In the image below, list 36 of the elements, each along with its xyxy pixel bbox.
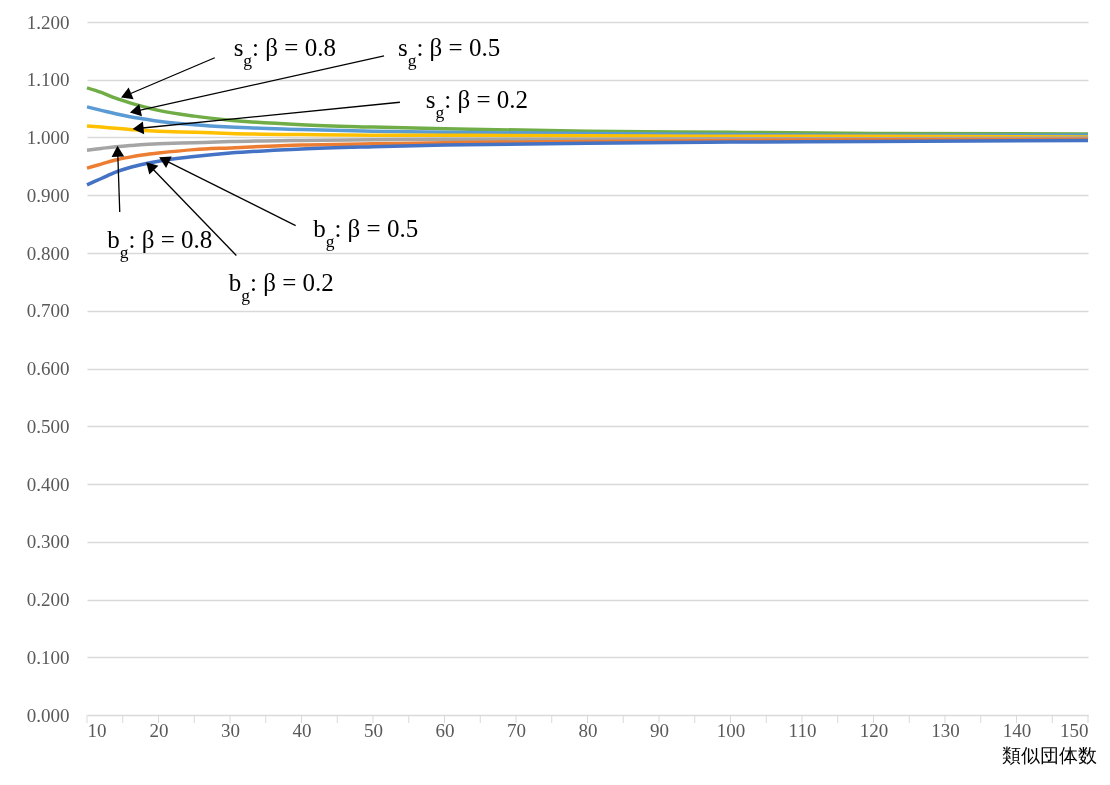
- x-tick-label: 10: [87, 719, 107, 741]
- x-tick-label: 90: [650, 719, 669, 741]
- x-tick-label: 140: [1002, 719, 1032, 741]
- x-tick-label: 60: [435, 719, 455, 741]
- x-tick-label: 150: [1060, 719, 1089, 741]
- annotation: b$_{g}$: β = 0.2: [228, 268, 334, 305]
- x-tick-label: 30: [221, 719, 240, 741]
- x-tick-label: 20: [149, 719, 169, 741]
- x-tick-label: 110: [788, 719, 817, 741]
- y-tick-label: 1.200: [26, 11, 70, 33]
- y-tick-label: 0.700: [26, 300, 70, 322]
- y-tick-label: 0.100: [26, 646, 70, 668]
- annotation: s$_{g}$: β = 0.2: [425, 86, 529, 123]
- annotation: b$_{g}$: β = 0.5: [313, 214, 419, 251]
- annotation: s$_{g}$: β = 0.5: [397, 33, 501, 70]
- line-series: [85, 138, 1090, 187]
- x-tick-label: 50: [364, 719, 383, 741]
- y-tick-label: 0.800: [26, 242, 70, 264]
- x-tick-label: 100: [716, 719, 746, 741]
- y-tick-label: 0.200: [26, 589, 70, 610]
- x-tick-label: 130: [931, 719, 960, 741]
- y-tick-label: 0.900: [26, 184, 70, 206]
- x-tick-label: 80: [578, 719, 598, 741]
- y-tick-label: 1.100: [26, 69, 70, 91]
- annotation: b$_{g}$: β = 0.8: [107, 226, 213, 263]
- y-tick-label: 0.400: [26, 473, 70, 495]
- x-tick-label: 40: [292, 719, 312, 741]
- y-tick-label: 0.300: [26, 531, 70, 553]
- y-tick-label: 0.600: [26, 358, 70, 379]
- x-axis-title: 類似団体数: [1001, 744, 1097, 766]
- x-tick-label: 70: [507, 719, 526, 741]
- y-tick-label: 1.000: [26, 127, 70, 148]
- annotation: s$_{g}$: β = 0.8: [233, 33, 336, 70]
- y-tick-label: 0.500: [26, 415, 70, 437]
- y-tick-label: 0.000: [26, 704, 70, 726]
- x-tick-label: 120: [859, 719, 889, 741]
